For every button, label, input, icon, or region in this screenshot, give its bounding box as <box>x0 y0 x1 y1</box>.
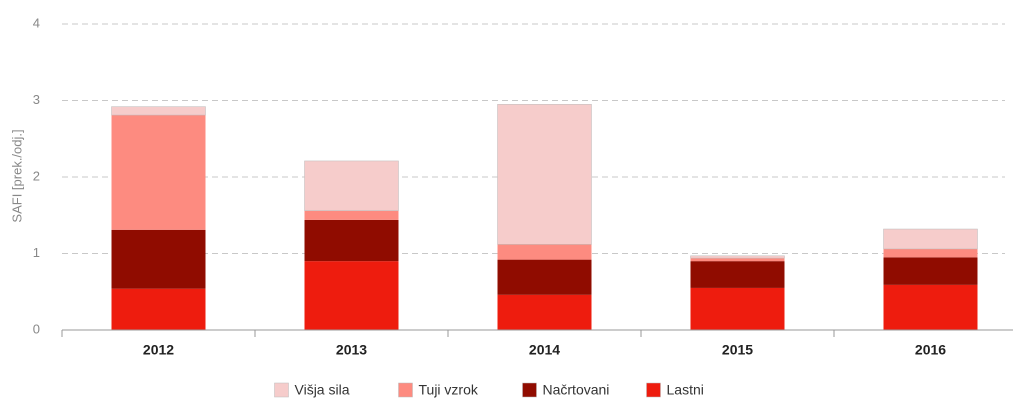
bar-segment <box>111 115 206 230</box>
bar-segment <box>497 294 592 330</box>
bar-segment <box>883 284 978 330</box>
legend-label: Višja sila <box>295 382 350 398</box>
y-axis-label: SAFI [prek./odj.] <box>9 129 24 222</box>
legend-label: Načrtovani <box>543 382 610 398</box>
y-tick-label: 1 <box>33 245 40 260</box>
bar-segment <box>690 255 785 259</box>
x-tick-label: 2016 <box>915 342 946 358</box>
bar-segment <box>304 160 399 211</box>
bar-segment <box>304 210 399 220</box>
bar-segment <box>111 106 206 116</box>
bar-segment <box>304 261 399 330</box>
bar-segment <box>304 219 399 262</box>
legend-swatch <box>646 382 661 398</box>
bar-segment <box>497 259 592 295</box>
legend-label: Tuji vzrok <box>419 382 479 398</box>
legend-swatch <box>398 382 413 398</box>
y-tick-label: 0 <box>33 321 40 336</box>
bar-segment <box>883 257 978 285</box>
legend-label: Lastni <box>667 382 704 398</box>
bar-segment <box>690 287 785 330</box>
bar-segment <box>497 244 592 260</box>
bar-segment <box>111 229 206 289</box>
y-tick-label: 4 <box>33 15 40 30</box>
x-tick-label: 2012 <box>143 342 174 358</box>
y-tick-label: 3 <box>33 92 40 107</box>
bar-segment <box>690 261 785 288</box>
legend-swatch <box>522 382 537 398</box>
x-tick-label: 2015 <box>722 342 753 358</box>
bar-segment <box>497 104 592 245</box>
x-tick-label: 2013 <box>336 342 367 358</box>
bar-segment <box>883 228 978 250</box>
bar-segment <box>111 288 206 330</box>
x-tick-label: 2014 <box>529 342 560 358</box>
y-tick-label: 2 <box>33 168 40 183</box>
bar-segment <box>690 258 785 262</box>
legend-swatch <box>274 382 289 398</box>
bar-segment <box>883 248 978 258</box>
